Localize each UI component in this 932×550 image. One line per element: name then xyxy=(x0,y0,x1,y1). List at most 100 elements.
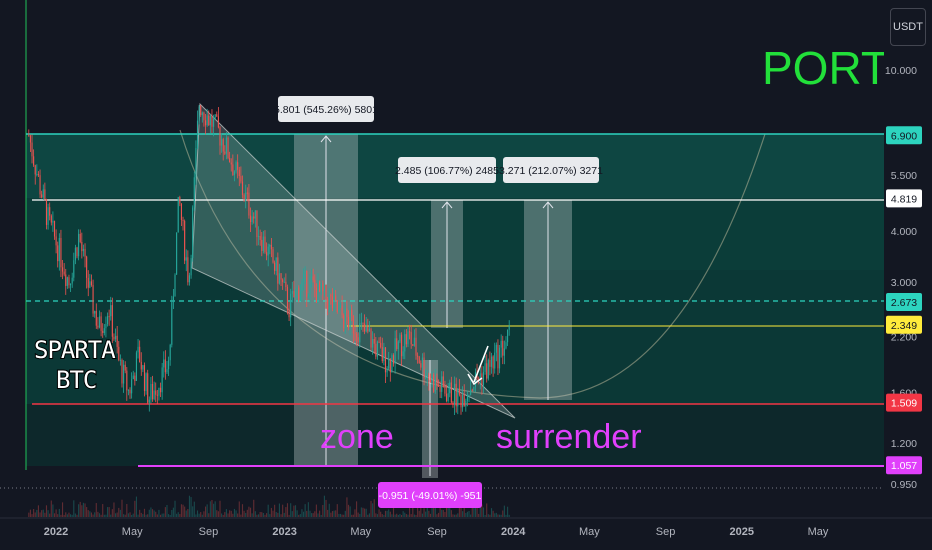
price-axis-level-tags: 6.900 4.819 2.673 2.349 1.509 1.057 xyxy=(886,126,922,475)
candle-body xyxy=(405,334,407,345)
candle-body xyxy=(187,257,189,283)
volume-bar xyxy=(224,512,226,517)
measure-label-2: 2.485 (106.77%) 2485 xyxy=(395,157,499,183)
measure-label-1-text: 5.801 (545.26%) 5801 xyxy=(274,104,378,116)
candle-body xyxy=(116,335,118,347)
candle-body xyxy=(267,246,269,256)
volume-bar xyxy=(232,513,234,517)
candle-body xyxy=(301,281,303,292)
volume-bar xyxy=(346,497,348,517)
candle-body xyxy=(216,114,218,117)
volume-bar xyxy=(132,513,134,517)
y-tick-label: 1.200 xyxy=(891,438,917,450)
candle-body xyxy=(360,322,362,324)
candle-body xyxy=(86,256,88,278)
volume-bar xyxy=(195,514,197,517)
volume-bar xyxy=(462,511,464,517)
logo-line-2: BTC xyxy=(56,366,96,394)
volume-bar xyxy=(148,509,150,517)
candle-body xyxy=(492,356,494,369)
volume-bar xyxy=(384,510,387,517)
candle-body xyxy=(243,194,245,201)
volume-bar xyxy=(280,514,282,517)
measure-arrowhead-2 xyxy=(441,201,453,209)
volume-bar xyxy=(330,512,332,517)
price-axis[interactable] xyxy=(884,0,932,518)
volume-bar xyxy=(55,509,57,517)
volume-bar xyxy=(60,514,62,517)
volume-bar xyxy=(164,507,166,517)
candle-body xyxy=(409,331,411,333)
candle-body xyxy=(463,394,465,407)
volume-bar xyxy=(503,505,505,517)
volume-bar xyxy=(115,513,117,517)
candle-body xyxy=(158,387,160,396)
volume-bar xyxy=(78,504,80,517)
candle-body xyxy=(304,270,306,274)
volume-bar xyxy=(341,514,343,517)
volume-bar xyxy=(266,513,268,517)
candle-body xyxy=(163,359,165,368)
candle-body xyxy=(266,252,268,256)
volume-bar xyxy=(66,514,68,517)
volume-bar xyxy=(449,508,451,517)
candle-body xyxy=(274,262,276,271)
volume-bar xyxy=(211,500,213,517)
candle-body xyxy=(177,197,179,233)
volume-bar xyxy=(216,510,218,517)
volume-bar xyxy=(208,513,210,517)
candle-body xyxy=(159,387,162,393)
volume-bar xyxy=(323,495,325,517)
volume-bar xyxy=(325,499,327,517)
candle-body xyxy=(359,323,361,343)
candle-body xyxy=(325,284,327,300)
candle-body xyxy=(229,158,231,163)
candle-body xyxy=(166,369,168,373)
volume-bar xyxy=(498,514,501,517)
time-axis[interactable]: 2022 May Sep 2023 May Sep 2024 May Sep 2025 May xyxy=(44,526,829,538)
volume-bar xyxy=(315,504,317,517)
candle-body xyxy=(277,257,279,284)
candle-body xyxy=(436,377,438,386)
candle-body xyxy=(285,281,287,288)
candle-body xyxy=(410,332,412,345)
candle-body xyxy=(45,199,48,225)
candle-body xyxy=(119,359,121,361)
volume-bar xyxy=(468,510,470,517)
candle-body xyxy=(458,388,460,395)
volume-bar xyxy=(257,514,260,517)
volume-bar xyxy=(142,514,144,517)
volume-bar xyxy=(437,512,440,517)
volume-bar xyxy=(381,514,383,517)
volume-bar xyxy=(267,504,269,517)
candle-body xyxy=(185,257,187,261)
candle-body xyxy=(376,341,379,357)
volume-bar xyxy=(347,504,350,517)
volume-bar xyxy=(45,505,48,517)
currency-button[interactable]: USDT xyxy=(890,8,926,46)
volume-bar xyxy=(465,512,467,517)
volume-bar xyxy=(261,512,263,517)
candle-body xyxy=(280,273,282,280)
volume-bar xyxy=(86,507,88,517)
candle-body xyxy=(148,399,150,403)
candle-body xyxy=(153,390,155,400)
volume-bar xyxy=(375,513,377,517)
candle-body xyxy=(383,347,385,362)
level-tag-label: 1.509 xyxy=(891,398,917,410)
candle-body xyxy=(431,374,433,382)
x-tick-label: 2022 xyxy=(44,526,68,538)
candle-body xyxy=(380,342,382,348)
candle-body xyxy=(482,371,485,385)
volume-bar xyxy=(106,507,109,517)
candle-body xyxy=(87,277,89,288)
candle-body xyxy=(286,287,289,310)
volume-bar xyxy=(481,504,483,517)
volume-bar xyxy=(484,514,486,517)
volume-bar xyxy=(37,505,40,517)
candle-body xyxy=(143,365,146,392)
candle-body xyxy=(168,360,170,370)
candle-body xyxy=(171,302,173,345)
volume-bar xyxy=(70,514,72,517)
